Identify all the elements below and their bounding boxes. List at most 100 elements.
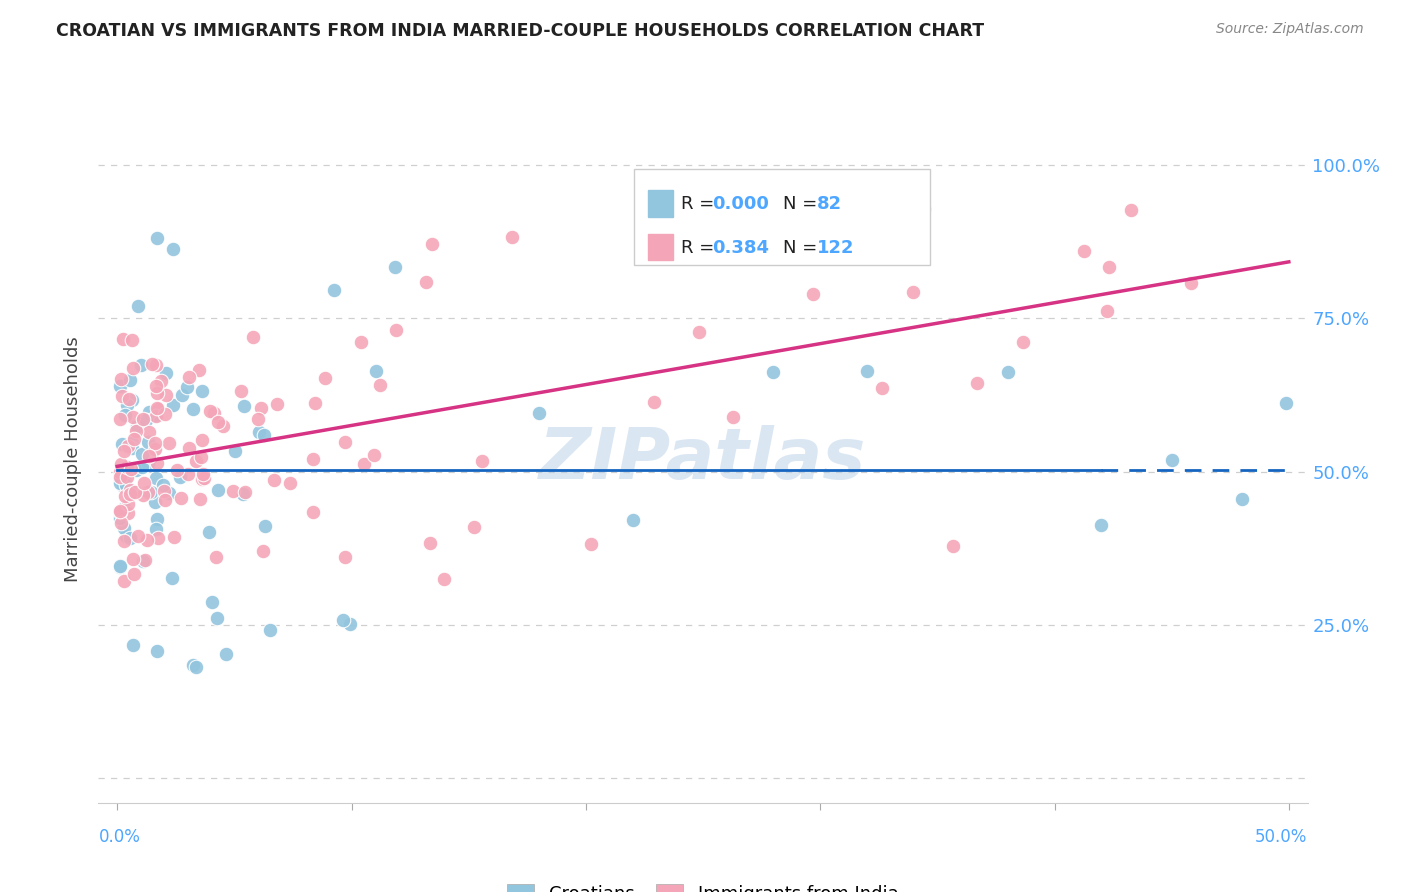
Point [183, 657, 205, 672]
Point [115, 470, 138, 484]
Point [122, 410, 145, 425]
Point [120, 462, 142, 476]
Point [110, 437, 132, 451]
Point [114, 528, 136, 542]
Point [304, 396, 326, 410]
Point [1095, 304, 1118, 318]
Point [170, 388, 193, 402]
Point [108, 466, 131, 480]
Point [191, 433, 214, 447]
Point [157, 486, 180, 500]
Point [198, 404, 221, 418]
Point [221, 484, 243, 499]
Text: Source: ZipAtlas.com: Source: ZipAtlas.com [1216, 22, 1364, 37]
Point [112, 574, 135, 588]
Point [111, 479, 134, 493]
Point [191, 472, 214, 486]
Point [117, 506, 139, 520]
Point [127, 529, 149, 543]
Point [253, 519, 276, 533]
Point [339, 617, 361, 632]
Point [120, 487, 142, 501]
Point [252, 544, 274, 558]
Point [139, 485, 162, 500]
Point [121, 485, 143, 500]
Point [117, 460, 139, 475]
Point [188, 492, 211, 507]
Point [145, 470, 167, 484]
Point [942, 539, 965, 553]
Point [108, 559, 131, 574]
Point [157, 435, 180, 450]
Point [247, 425, 270, 439]
Point [138, 425, 160, 439]
Point [146, 456, 169, 470]
Text: 0.000: 0.000 [713, 195, 769, 213]
Point [366, 364, 388, 378]
Point [108, 503, 131, 517]
Point [134, 476, 156, 491]
Point [233, 484, 256, 499]
Point [121, 392, 143, 407]
Point [108, 560, 131, 574]
Point [384, 323, 406, 337]
Point [112, 534, 135, 549]
Text: 50.0%: 50.0% [1256, 828, 1308, 846]
Point [187, 363, 209, 377]
Point [145, 512, 167, 526]
Point [112, 520, 135, 534]
Point [145, 409, 167, 424]
Point [463, 520, 485, 534]
Point [118, 392, 141, 407]
Point [143, 442, 166, 457]
Point [150, 374, 173, 388]
Point [127, 298, 149, 312]
Point [125, 425, 148, 439]
Point [870, 381, 893, 395]
Point [145, 401, 167, 415]
Point [125, 419, 148, 434]
Point [266, 396, 288, 410]
Point [108, 379, 131, 393]
Point [242, 330, 264, 344]
Point [333, 435, 356, 450]
Point [115, 398, 138, 412]
Point [121, 435, 143, 450]
Point [146, 531, 169, 545]
Point [852, 225, 875, 239]
Point [762, 365, 785, 379]
Point [124, 567, 146, 582]
Point [433, 572, 456, 586]
Point [707, 239, 730, 253]
Point [121, 441, 143, 455]
Point [302, 505, 325, 519]
Point [108, 470, 131, 484]
Point [1230, 491, 1253, 506]
Point [190, 450, 212, 464]
Point [146, 231, 169, 245]
Point [253, 428, 276, 442]
Point [146, 401, 169, 416]
Point [152, 478, 174, 492]
Point [111, 332, 134, 346]
Point [141, 357, 163, 371]
Point [143, 494, 166, 508]
Point [108, 412, 131, 426]
Point [169, 469, 191, 483]
Text: R =: R = [682, 195, 720, 213]
Y-axis label: Married-couple Households: Married-couple Households [65, 336, 83, 582]
Point [233, 399, 256, 413]
Point [263, 473, 285, 487]
Point [688, 325, 710, 339]
Point [579, 536, 602, 550]
Point [155, 366, 177, 380]
Point [1098, 260, 1121, 274]
Point [146, 644, 169, 658]
Point [138, 449, 160, 463]
Point [247, 412, 270, 426]
Point [501, 230, 523, 244]
Point [145, 379, 167, 393]
Point [135, 413, 157, 427]
Point [177, 467, 200, 481]
Point [384, 260, 406, 275]
